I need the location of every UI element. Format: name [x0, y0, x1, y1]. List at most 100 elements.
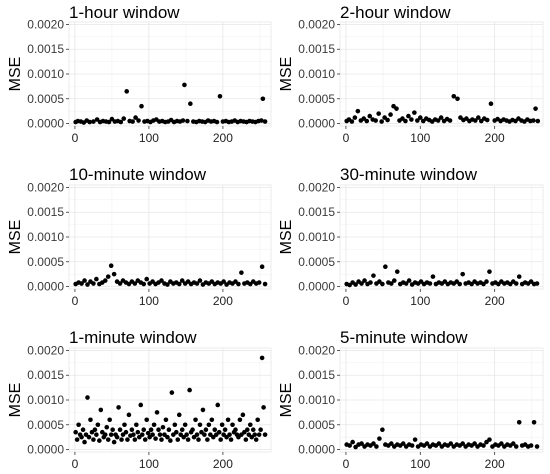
chart-panel-2: 0.0000 0.0005 0.0010 0.0015 0.0020 0 100 200 2-h…: [278, 3, 544, 145]
data-point: [111, 271, 117, 277]
data-point: [516, 419, 522, 425]
data-point: [250, 427, 256, 433]
data-point: [88, 417, 93, 423]
data-point: [415, 118, 420, 123]
data-point: [435, 118, 441, 123]
data-point: [153, 436, 158, 441]
data-point: [141, 427, 147, 433]
data-point: [91, 119, 96, 124]
data-point: [80, 427, 86, 433]
x-tick-label: 100: [410, 294, 430, 308]
data-point: [98, 407, 104, 413]
data-point: [102, 432, 108, 437]
data-point: [182, 422, 188, 428]
data-point: [262, 119, 268, 124]
y-tick-label: 0.0000: [27, 280, 64, 294]
data-point: [389, 441, 394, 446]
data-point: [86, 434, 92, 440]
data-point: [391, 278, 397, 283]
x-tick-label: 0: [343, 131, 350, 145]
data-point: [531, 118, 536, 123]
data-point: [217, 93, 223, 99]
data-point: [94, 432, 99, 437]
data-point: [105, 274, 111, 279]
data-point: [510, 441, 516, 446]
y-tick-label: 0.0010: [298, 67, 335, 81]
data-point: [353, 282, 358, 287]
data-point: [255, 417, 260, 423]
data-point: [126, 412, 132, 418]
data-point: [206, 422, 212, 428]
data-point: [243, 437, 249, 442]
y-tick-label: 0.0005: [298, 92, 335, 106]
chart-panel-3: 0.0000 0.0005 0.0010 0.0015 0.0020 0 100 200 10-…: [7, 165, 272, 308]
data-point: [134, 422, 139, 428]
data-point: [82, 278, 87, 283]
data-point: [245, 427, 250, 433]
data-point: [138, 402, 144, 408]
data-point: [239, 270, 244, 275]
data-point: [228, 437, 234, 442]
data-point: [79, 434, 84, 440]
data-point: [123, 429, 129, 435]
y-axis-label: MSE: [278, 57, 295, 92]
data-point: [216, 429, 222, 435]
data-point: [476, 115, 481, 120]
data-point: [379, 119, 384, 124]
data-point: [418, 115, 423, 120]
data-point: [388, 112, 393, 117]
data-point: [253, 437, 259, 442]
y-tick-label: 0.0020: [298, 343, 335, 357]
data-point: [151, 422, 157, 428]
chart-panel-5: 0.0000 0.0005 0.0010 0.0015 0.0020 0 100 200 1-m…: [7, 328, 272, 471]
data-point: [179, 278, 185, 283]
data-point: [214, 119, 220, 125]
data-point: [85, 282, 90, 287]
panel-title: 10-minute window: [69, 165, 207, 184]
data-point: [516, 274, 522, 279]
data-point: [368, 280, 373, 285]
data-point: [240, 412, 246, 418]
data-point: [144, 417, 149, 423]
data-point: [117, 281, 123, 286]
x-tick-label: 100: [139, 457, 159, 471]
data-point: [359, 441, 364, 446]
data-point: [139, 432, 145, 437]
data-point: [205, 437, 210, 442]
data-point: [227, 432, 232, 437]
data-point: [380, 281, 385, 287]
data-point: [355, 108, 361, 114]
data-point: [371, 273, 376, 278]
data-point: [448, 441, 454, 446]
data-point: [364, 118, 370, 124]
data-point: [74, 437, 80, 442]
data-point: [139, 103, 144, 109]
data-point: [535, 118, 541, 124]
data-point: [400, 441, 406, 446]
data-point: [73, 429, 78, 435]
data-point: [172, 422, 178, 428]
data-point: [197, 422, 203, 428]
data-point: [219, 422, 225, 428]
y-tick-label: 0.0005: [298, 418, 335, 432]
x-tick-label: 100: [410, 131, 430, 145]
data-point: [222, 427, 228, 433]
data-point: [110, 427, 115, 433]
data-point: [394, 106, 399, 111]
data-point: [376, 111, 381, 116]
data-point: [349, 119, 355, 124]
data-point: [403, 281, 409, 286]
x-tick-label: 100: [139, 294, 159, 308]
data-point: [233, 427, 238, 433]
data-point: [159, 278, 164, 283]
y-tick-label: 0.0020: [298, 17, 335, 31]
data-point: [212, 427, 218, 433]
x-tick-label: 0: [343, 294, 350, 308]
data-point: [203, 427, 209, 433]
y-axis-label: MSE: [278, 220, 295, 255]
data-point: [484, 279, 489, 284]
data-point: [528, 443, 534, 448]
data-point: [436, 441, 442, 446]
data-point: [533, 106, 538, 111]
y-tick-label: 0.0020: [27, 17, 64, 31]
